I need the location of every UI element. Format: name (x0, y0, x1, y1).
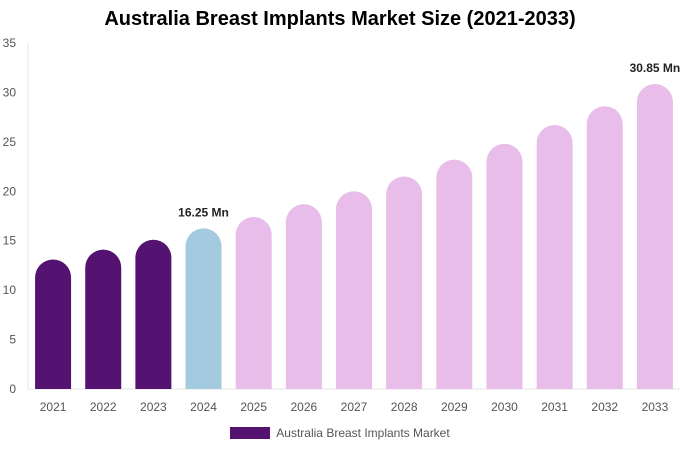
bar-2027 (336, 191, 372, 389)
x-tick-label: 2025 (240, 400, 267, 414)
bar-2029 (436, 159, 473, 389)
data-label: 30.85 Mn (630, 61, 680, 75)
bar-2032 (586, 106, 623, 390)
bar-2033 (636, 84, 673, 390)
chart-title: Australia Breast Implants Market Size (2… (104, 8, 576, 30)
bar-2023 (135, 239, 172, 389)
legend: Australia Breast Implants Market (0, 426, 680, 440)
y-tick-label: 5 (9, 333, 16, 347)
y-tick-label: 20 (3, 184, 17, 198)
bar-2028 (386, 176, 423, 389)
x-tick-label: 2028 (391, 400, 418, 414)
x-tick-label: 2023 (140, 400, 167, 414)
bar-2024 (185, 228, 222, 389)
bar-2021 (35, 259, 72, 389)
x-tick-label: 2030 (491, 400, 518, 414)
legend-swatch (230, 427, 271, 439)
y-tick-label: 25 (3, 135, 17, 149)
y-tick-label: 35 (3, 36, 17, 50)
bar-2031 (536, 125, 573, 389)
x-tick-label: 2031 (541, 400, 568, 414)
x-tick-label: 2032 (591, 400, 618, 414)
x-tick-label: 2024 (190, 400, 217, 414)
y-tick-label: 10 (3, 283, 17, 297)
legend-label: Australia Breast Implants Market (276, 426, 450, 440)
x-tick-label: 2027 (341, 400, 368, 414)
bar-2026 (285, 204, 322, 389)
y-tick-label: 30 (3, 85, 17, 99)
y-tick-label: 15 (3, 234, 17, 248)
data-label: 16.25 Mn (178, 205, 229, 219)
x-tick-label: 2029 (441, 400, 468, 414)
bar-2022 (85, 249, 122, 389)
x-tick-label: 2021 (40, 400, 67, 414)
x-tick-label: 2022 (90, 400, 117, 414)
x-tick-label: 2026 (290, 400, 317, 414)
bar-2025 (235, 216, 272, 389)
x-tick-label: 2033 (642, 400, 669, 414)
bar-2030 (486, 143, 523, 389)
y-tick-label: 0 (9, 382, 16, 396)
